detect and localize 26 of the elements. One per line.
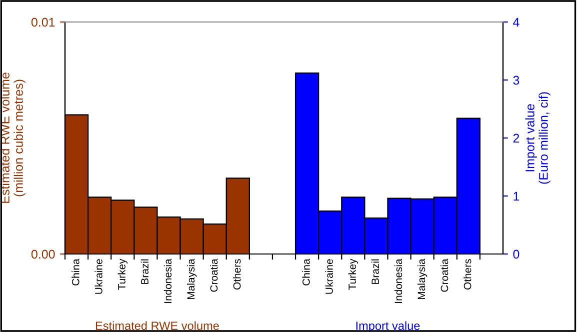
y2-axis-title: Import value (Euro million, cif)	[525, 92, 550, 184]
y2-tick-label: 1	[514, 192, 520, 201]
x-tick-label: Brazil	[371, 259, 380, 284]
x-tick-label: Ukraine	[325, 259, 333, 294]
y2-tick-label: 2	[513, 134, 520, 143]
x-tick-label: Croatia	[440, 258, 448, 292]
text: Import value	[356, 321, 420, 332]
x-tick-label: Ukraine	[94, 259, 102, 294]
y2-tick-label: 4	[513, 18, 520, 27]
x-tick-label: Turkey	[348, 258, 358, 290]
y2-tick-label: 0	[513, 250, 520, 259]
x-tick-label: Others	[464, 259, 472, 290]
x-tick-label: Turkey	[118, 258, 128, 290]
x-tick-label: Malaysia	[186, 258, 197, 299]
x-tick-label: Indonesia	[164, 258, 172, 303]
y-tick-label: 0.01	[31, 18, 55, 27]
x-tick-label: Malaysia	[417, 258, 428, 299]
y2-tick-label: 3	[513, 76, 520, 85]
x-tick-label: Others	[233, 259, 241, 290]
text: Estimated RWE volume	[96, 321, 219, 330]
x-tick-label: China	[72, 258, 80, 286]
x-tick-label: Indonesia	[394, 258, 402, 303]
x-tick-label: Brazil	[140, 259, 148, 284]
x-tick-label: Croatia	[210, 258, 218, 292]
x-tick-label: China	[302, 258, 310, 286]
y-tick-label: 0.00	[31, 250, 55, 259]
